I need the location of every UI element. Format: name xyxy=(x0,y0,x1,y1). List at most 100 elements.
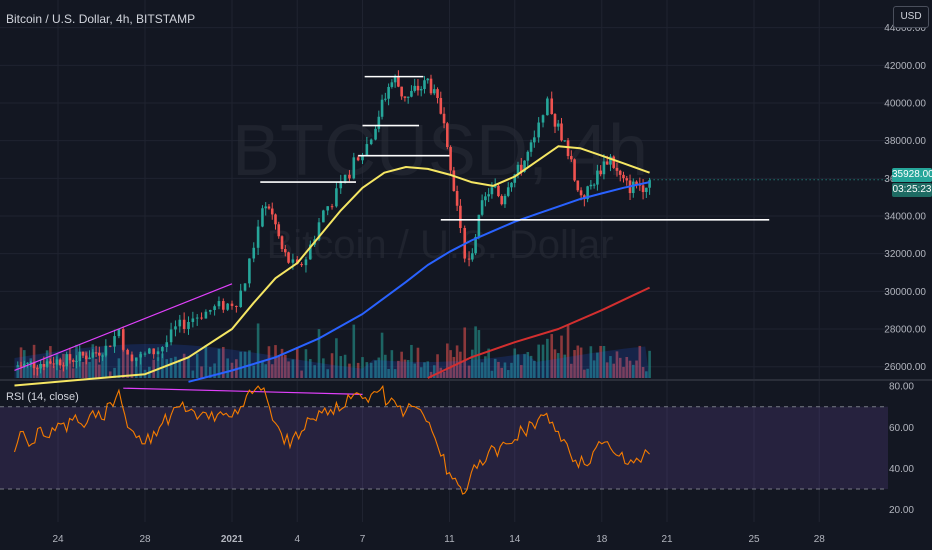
candle-body-23 xyxy=(91,352,95,358)
volume-bar-88 xyxy=(361,357,364,378)
volume-bar-109 xyxy=(432,365,436,378)
candle-body-87 xyxy=(356,157,360,161)
volume-bar-92 xyxy=(377,357,381,378)
candle-body-33 xyxy=(130,354,134,361)
candle-body-130 xyxy=(503,195,507,205)
candle-body-154 xyxy=(586,186,589,200)
volume-bar-152 xyxy=(579,347,583,378)
volume-bar-114 xyxy=(449,350,452,378)
candle-body-94 xyxy=(384,98,387,100)
volume-bar-87 xyxy=(356,362,360,378)
volume-bar-134 xyxy=(516,354,520,378)
volume-bar-31 xyxy=(121,332,125,378)
volume-bar-93 xyxy=(380,332,384,378)
volume-bar-149 xyxy=(570,363,573,378)
volume-bar-78 xyxy=(317,329,321,378)
candle-body-168 xyxy=(631,181,635,194)
volume-bar-61 xyxy=(252,365,256,378)
candle-body-93 xyxy=(380,99,384,117)
candle-body-65 xyxy=(267,206,271,209)
volume-bar-173 xyxy=(648,350,651,378)
candle-body-96 xyxy=(390,82,394,87)
candle-body-50 xyxy=(204,311,208,319)
candle-body-51 xyxy=(208,310,212,312)
candle-body-126 xyxy=(490,187,494,195)
volume-bar-79 xyxy=(322,358,325,378)
volume-bar-140 xyxy=(537,344,540,378)
volume-bar-53 xyxy=(217,348,221,378)
candle-body-117 xyxy=(459,205,462,229)
candle-body-134 xyxy=(516,164,520,175)
candle-body-76 xyxy=(309,244,312,260)
candle-body-67 xyxy=(274,214,277,225)
rsi-line xyxy=(13,384,650,495)
volume-bars xyxy=(14,323,651,378)
candle-body-169 xyxy=(635,181,638,185)
candle-body-125 xyxy=(487,194,490,197)
time-tick-label-3: 4 xyxy=(294,534,300,545)
volume-bar-119 xyxy=(467,365,471,378)
candle-body-150 xyxy=(573,159,576,181)
candles[interactable] xyxy=(16,70,651,376)
candle-body-131 xyxy=(506,187,510,196)
candle-body-173 xyxy=(648,180,651,188)
candle-body-46 xyxy=(187,321,190,329)
volume-bar-99 xyxy=(400,351,403,378)
volume-bar-142 xyxy=(546,338,549,378)
candle-body-13 xyxy=(58,359,62,366)
volume-bar-160 xyxy=(605,362,609,378)
volume-bar-85 xyxy=(348,363,351,378)
candle-body-8 xyxy=(42,363,46,367)
volume-bar-124 xyxy=(484,356,487,378)
candle-body-43 xyxy=(174,326,177,330)
candle-body-145 xyxy=(556,123,560,127)
candle-body-15 xyxy=(65,354,68,367)
volume-bar-16 xyxy=(68,359,72,378)
candle-body-10 xyxy=(49,361,52,364)
candle-body-165 xyxy=(622,174,625,179)
volume-bar-3 xyxy=(26,365,29,378)
volume-bar-162 xyxy=(612,363,616,378)
axes: 26000.00 28000.00 30000.00 32000.00 34000.00… xyxy=(52,23,926,545)
volume-bar-26 xyxy=(101,352,104,378)
candle-body-122 xyxy=(477,214,481,237)
volume-bar-46 xyxy=(187,357,190,378)
volume-bar-5 xyxy=(32,344,36,378)
volume-bar-35 xyxy=(139,351,142,378)
volume-bar-167 xyxy=(628,360,632,378)
volume-bar-64 xyxy=(264,364,268,378)
volume-bar-127 xyxy=(493,358,497,378)
volume-bar-89 xyxy=(365,362,369,378)
rsi-band xyxy=(0,406,888,490)
volume-bar-58 xyxy=(239,351,242,378)
trendline-rsi xyxy=(123,387,363,395)
candle-body-137 xyxy=(526,151,530,161)
candle-body-92 xyxy=(377,116,381,129)
volume-bar-96 xyxy=(390,350,394,378)
candle-body-141 xyxy=(541,115,545,123)
time-tick-label-9: 25 xyxy=(748,534,760,545)
rsi-pane[interactable] xyxy=(0,384,888,495)
volume-bar-148 xyxy=(566,324,570,378)
volume-bar-112 xyxy=(442,371,446,378)
candle-body-62 xyxy=(256,226,260,248)
volume-bar-151 xyxy=(576,345,580,378)
volume-bar-128 xyxy=(497,361,500,378)
volume-bar-32 xyxy=(126,354,129,378)
drawings[interactable] xyxy=(14,75,889,395)
volume-bar-169 xyxy=(635,360,638,378)
time-tick-label-2: 2021 xyxy=(221,534,244,545)
candle-body-151 xyxy=(576,180,580,191)
volume-bar-49 xyxy=(200,366,203,378)
volume-bar-130 xyxy=(503,362,507,378)
currency-button[interactable]: USD xyxy=(893,6,929,28)
candle-body-149 xyxy=(570,156,573,160)
volume-bar-39 xyxy=(156,357,160,378)
volume-bar-68 xyxy=(277,356,281,378)
candle-body-127 xyxy=(493,185,497,188)
candle-body-128 xyxy=(497,185,500,197)
volume-bar-25 xyxy=(98,364,101,378)
volume-bar-153 xyxy=(583,369,586,378)
candle-body-120 xyxy=(471,253,474,260)
